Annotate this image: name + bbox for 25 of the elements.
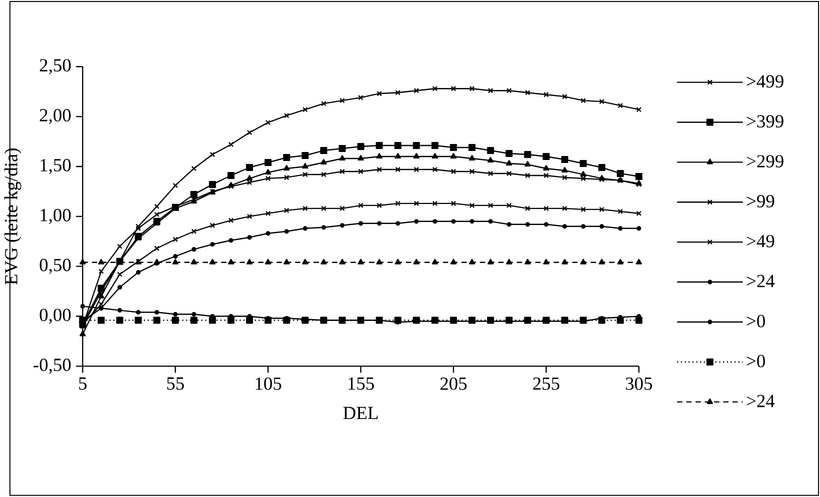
legend-label: >0 — [746, 354, 765, 368]
x-tick-label: 105 — [256, 378, 282, 390]
y-tick-label: -0,50 — [34, 358, 71, 374]
legend-label: >299 — [746, 155, 784, 168]
legend-label: >399 — [746, 115, 784, 128]
y-tick-label: 1,50 — [40, 158, 71, 174]
x-axis-title: DEL — [343, 406, 378, 420]
legend-label: >24 — [746, 274, 775, 288]
y-tick-label: 2,00 — [40, 109, 71, 124]
x-tick-label: 5 — [79, 378, 87, 390]
x-tick-label: 205 — [440, 378, 467, 390]
y-tick-label: 2,50 — [40, 59, 71, 74]
x-tick-label: 155 — [348, 378, 374, 390]
y-tick-label: 0,00 — [40, 308, 71, 324]
legend-label: >499 — [746, 75, 784, 88]
legend-label: >24 — [746, 394, 775, 408]
legend-label: >99 — [746, 195, 774, 208]
y-axis-title: EVG (leite kg/dia) — [4, 148, 22, 285]
y-tick-label: 1,00 — [40, 208, 71, 224]
legend-label: >0 — [746, 314, 765, 328]
x-tick-label: 255 — [533, 378, 560, 390]
x-tick-label: 55 — [167, 378, 184, 390]
legend-label: >49 — [746, 235, 774, 248]
y-tick-label: 0,50 — [40, 258, 71, 274]
x-tick-label: 305 — [626, 378, 652, 390]
